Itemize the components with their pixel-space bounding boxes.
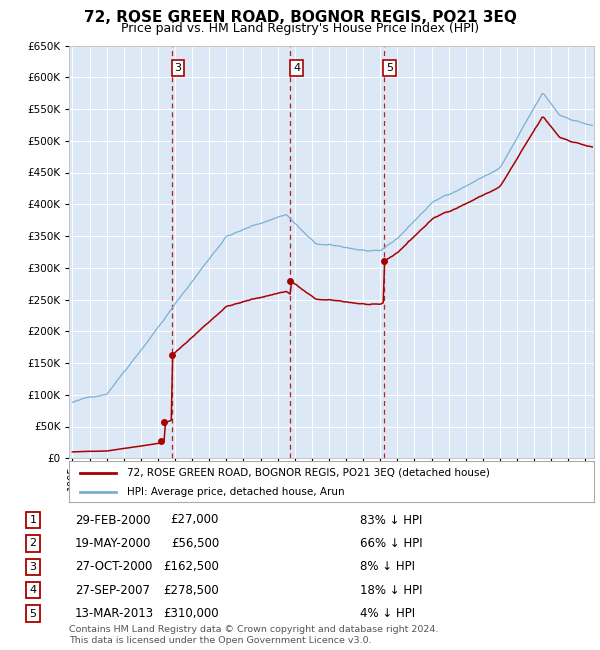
Text: 5: 5	[386, 62, 393, 73]
Text: 19-MAY-2000: 19-MAY-2000	[75, 537, 151, 550]
Text: 3: 3	[175, 62, 182, 73]
Text: £162,500: £162,500	[163, 560, 219, 573]
Text: 8% ↓ HPI: 8% ↓ HPI	[360, 560, 415, 573]
Text: £56,500: £56,500	[171, 537, 219, 550]
Text: £278,500: £278,500	[163, 584, 219, 597]
Text: Price paid vs. HM Land Registry's House Price Index (HPI): Price paid vs. HM Land Registry's House …	[121, 22, 479, 35]
Text: 72, ROSE GREEN ROAD, BOGNOR REGIS, PO21 3EQ: 72, ROSE GREEN ROAD, BOGNOR REGIS, PO21 …	[83, 10, 517, 25]
Text: HPI: Average price, detached house, Arun: HPI: Average price, detached house, Arun	[127, 487, 344, 497]
Text: 3: 3	[29, 562, 37, 572]
Text: 5: 5	[29, 608, 37, 619]
Text: 13-MAR-2013: 13-MAR-2013	[75, 607, 154, 620]
Text: 83% ↓ HPI: 83% ↓ HPI	[360, 514, 422, 526]
Text: £310,000: £310,000	[163, 607, 219, 620]
Text: 4: 4	[293, 62, 300, 73]
Text: 29-FEB-2000: 29-FEB-2000	[75, 514, 151, 526]
Text: 66% ↓ HPI: 66% ↓ HPI	[360, 537, 422, 550]
Text: 27-OCT-2000: 27-OCT-2000	[75, 560, 152, 573]
Text: 1: 1	[29, 515, 37, 525]
Text: Contains HM Land Registry data © Crown copyright and database right 2024.
This d: Contains HM Land Registry data © Crown c…	[69, 625, 439, 645]
Text: 2: 2	[29, 538, 37, 549]
Text: 4: 4	[29, 585, 37, 595]
Text: £27,000: £27,000	[170, 514, 219, 526]
Text: 72, ROSE GREEN ROAD, BOGNOR REGIS, PO21 3EQ (detached house): 72, ROSE GREEN ROAD, BOGNOR REGIS, PO21 …	[127, 468, 490, 478]
Text: 18% ↓ HPI: 18% ↓ HPI	[360, 584, 422, 597]
Text: 27-SEP-2007: 27-SEP-2007	[75, 584, 150, 597]
Text: 4% ↓ HPI: 4% ↓ HPI	[360, 607, 415, 620]
